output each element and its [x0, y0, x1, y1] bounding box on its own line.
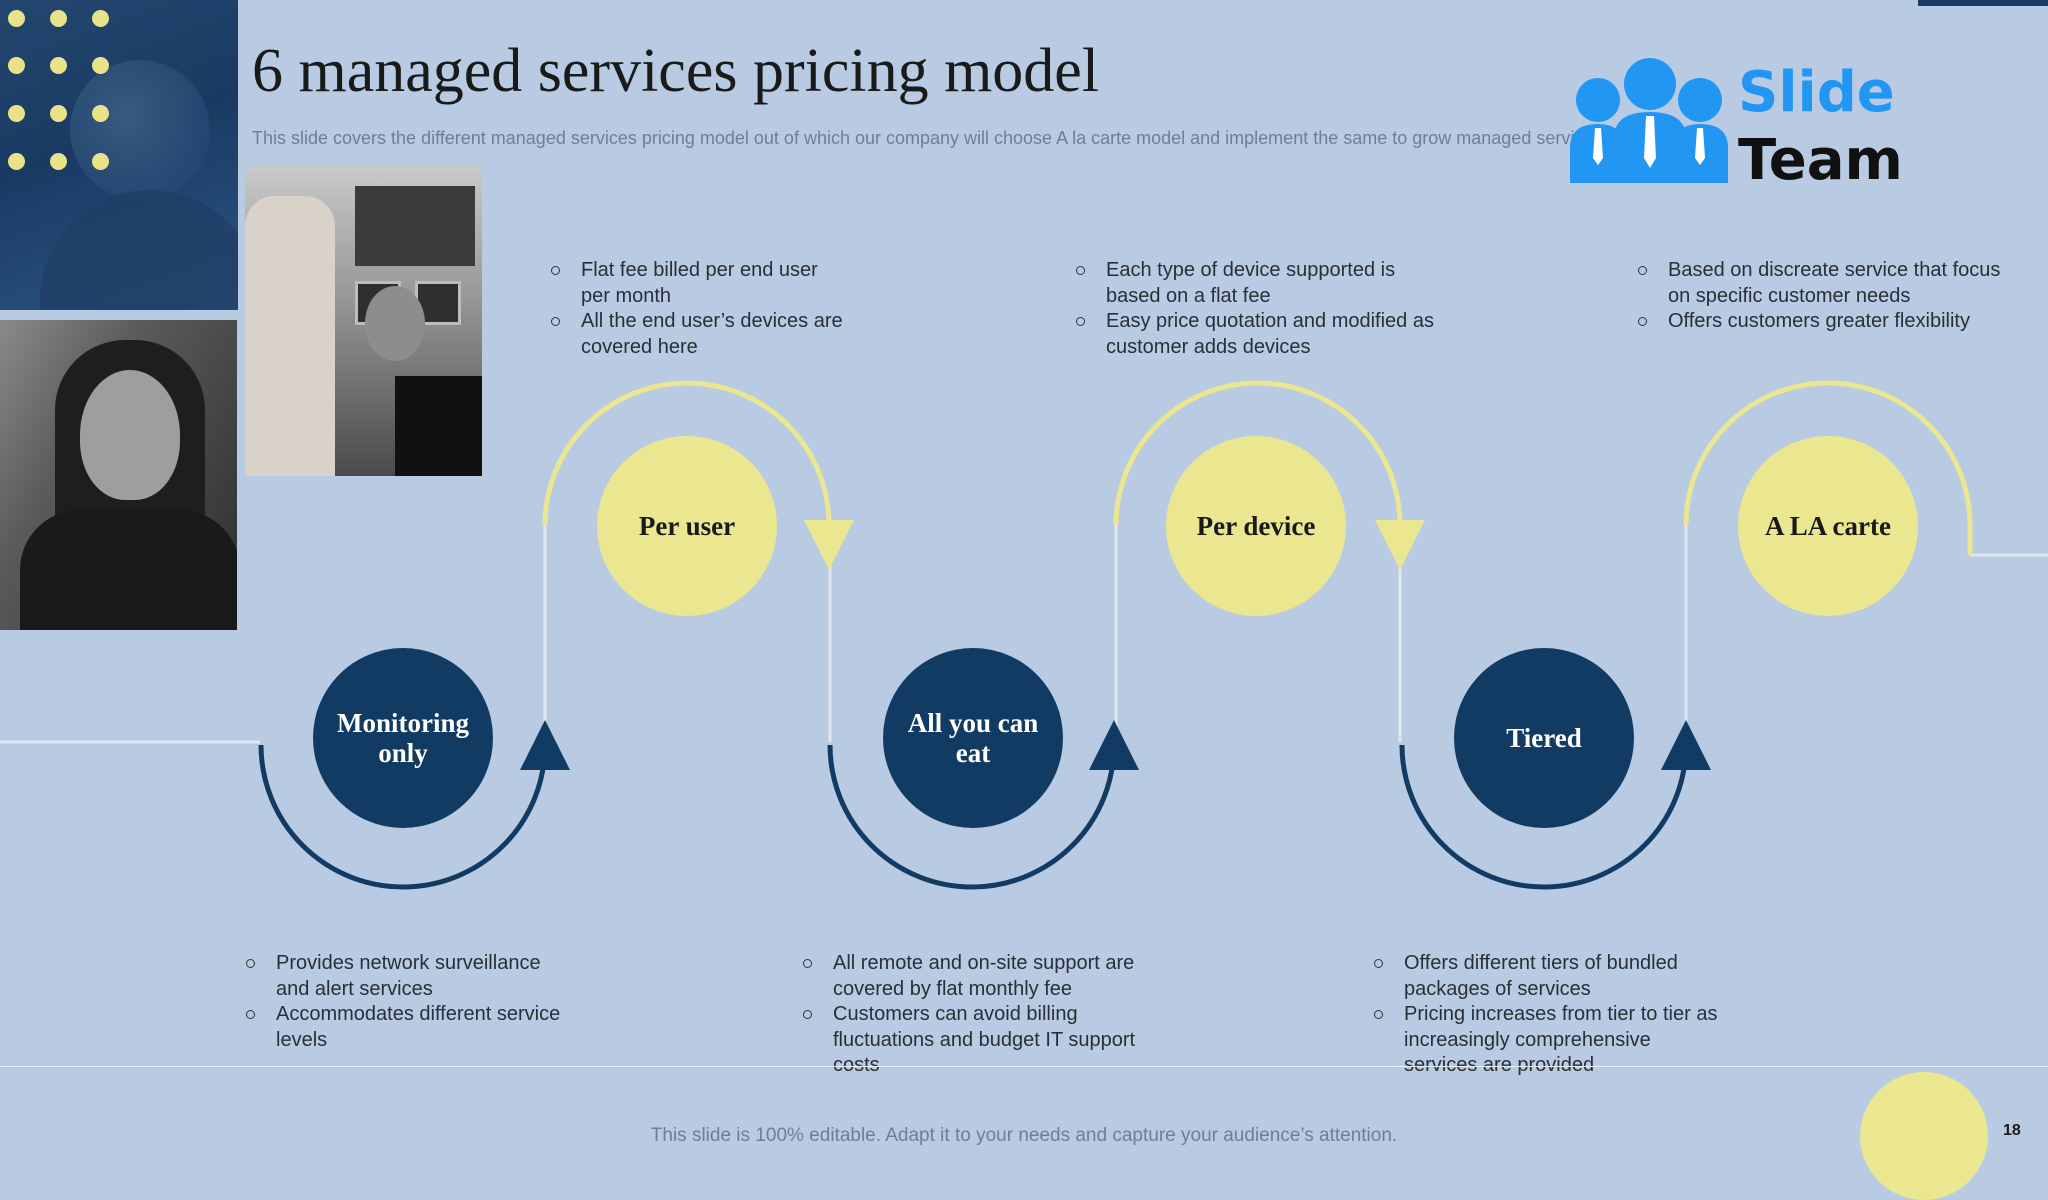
- light-arc-arrow: [1113, 380, 1425, 570]
- top-accent-bar: [1918, 0, 2048, 6]
- logo-word-team: Team: [1738, 128, 1903, 193]
- person-silhouette: [70, 60, 210, 200]
- page-number: 18: [2003, 1122, 2021, 1139]
- decor-dot: [92, 153, 109, 170]
- photo-monitor: [395, 376, 482, 476]
- node-per-device: Per device: [1166, 436, 1346, 616]
- slideteam-logo: Slide Team: [1568, 58, 1903, 193]
- bullet-item: Provides network surveillance and alert …: [246, 951, 576, 1002]
- decor-dot: [8, 10, 25, 27]
- light-arc-arrow: [542, 380, 854, 570]
- bullet-item: All remote and on-site support are cover…: [803, 951, 1143, 1002]
- node-tiered: Tiered: [1454, 648, 1634, 828]
- bullet-item: Pricing increases from tier to tier as i…: [1374, 1002, 1724, 1079]
- header-photo-panel: [0, 0, 238, 310]
- woman-photo: [0, 320, 237, 630]
- dark-arc-arrow: [258, 720, 570, 890]
- office-photo: [245, 166, 482, 476]
- footer-note: This slide is 100% editable. Adapt it to…: [650, 1125, 1398, 1146]
- team-people-icon: [1570, 58, 1728, 183]
- bullet-item: Easy price quotation and modified as cus…: [1076, 309, 1436, 360]
- logo-word-slide: Slide: [1738, 60, 1895, 125]
- page-subtitle: This slide covers the different managed …: [252, 128, 1592, 148]
- photo-head: [365, 286, 425, 361]
- bullet-item: Flat fee billed per end user per month: [551, 258, 851, 309]
- per-device-description: Each type of device supported is based o…: [1076, 258, 1436, 360]
- node-monitoring-only: Monitoring only: [313, 648, 493, 828]
- dark-arc-arrow: [1399, 720, 1711, 890]
- photo-person: [245, 196, 335, 476]
- decor-dot: [8, 105, 25, 122]
- decor-dot: [92, 57, 109, 74]
- photo-printer: [355, 186, 475, 266]
- bullet-item: Offers different tiers of bundled packag…: [1374, 951, 1724, 1002]
- decor-dot: [50, 10, 67, 27]
- bullet-item: Customers can avoid billing fluctuations…: [803, 1002, 1143, 1079]
- dark-arc-arrow: [827, 720, 1139, 890]
- bullet-item: Offers customers greater flexibility: [1638, 309, 2018, 335]
- decor-dot: [8, 153, 25, 170]
- monitoring-only-description: Provides network surveillance and alert …: [246, 951, 576, 1053]
- a-la-carte-description: Based on discreate service that focus on…: [1638, 258, 2018, 335]
- decor-dot: [8, 57, 25, 74]
- all-you-can-eat-description: All remote and on-site support are cover…: [803, 951, 1143, 1079]
- decor-dot: [50, 105, 67, 122]
- page-title: 6 managed services pricing model: [252, 37, 1100, 105]
- node-all-you-can-eat: All you can eat: [883, 648, 1063, 828]
- bullet-item: All the end user’s devices are covered h…: [551, 309, 851, 360]
- node-per-user: Per user: [597, 436, 777, 616]
- photo-face: [80, 370, 180, 500]
- bullet-item: Accommodates different service levels: [246, 1002, 576, 1053]
- node-a-la-carte: A LA carte: [1738, 436, 1918, 616]
- light-arc: [1683, 380, 1973, 555]
- decor-dot: [50, 57, 67, 74]
- per-user-description: Flat fee billed per end user per month A…: [551, 258, 851, 360]
- photo-shirt: [20, 510, 237, 630]
- decor-dot: [92, 10, 109, 27]
- decor-dot: [50, 153, 67, 170]
- connector-diagram: [0, 380, 2048, 890]
- tiered-description: Offers different tiers of bundled packag…: [1374, 951, 1724, 1079]
- footer-divider: [0, 1066, 2048, 1067]
- decor-dot: [92, 105, 109, 122]
- bullet-item: Based on discreate service that focus on…: [1638, 258, 2018, 309]
- bullet-item: Each type of device supported is based o…: [1076, 258, 1436, 309]
